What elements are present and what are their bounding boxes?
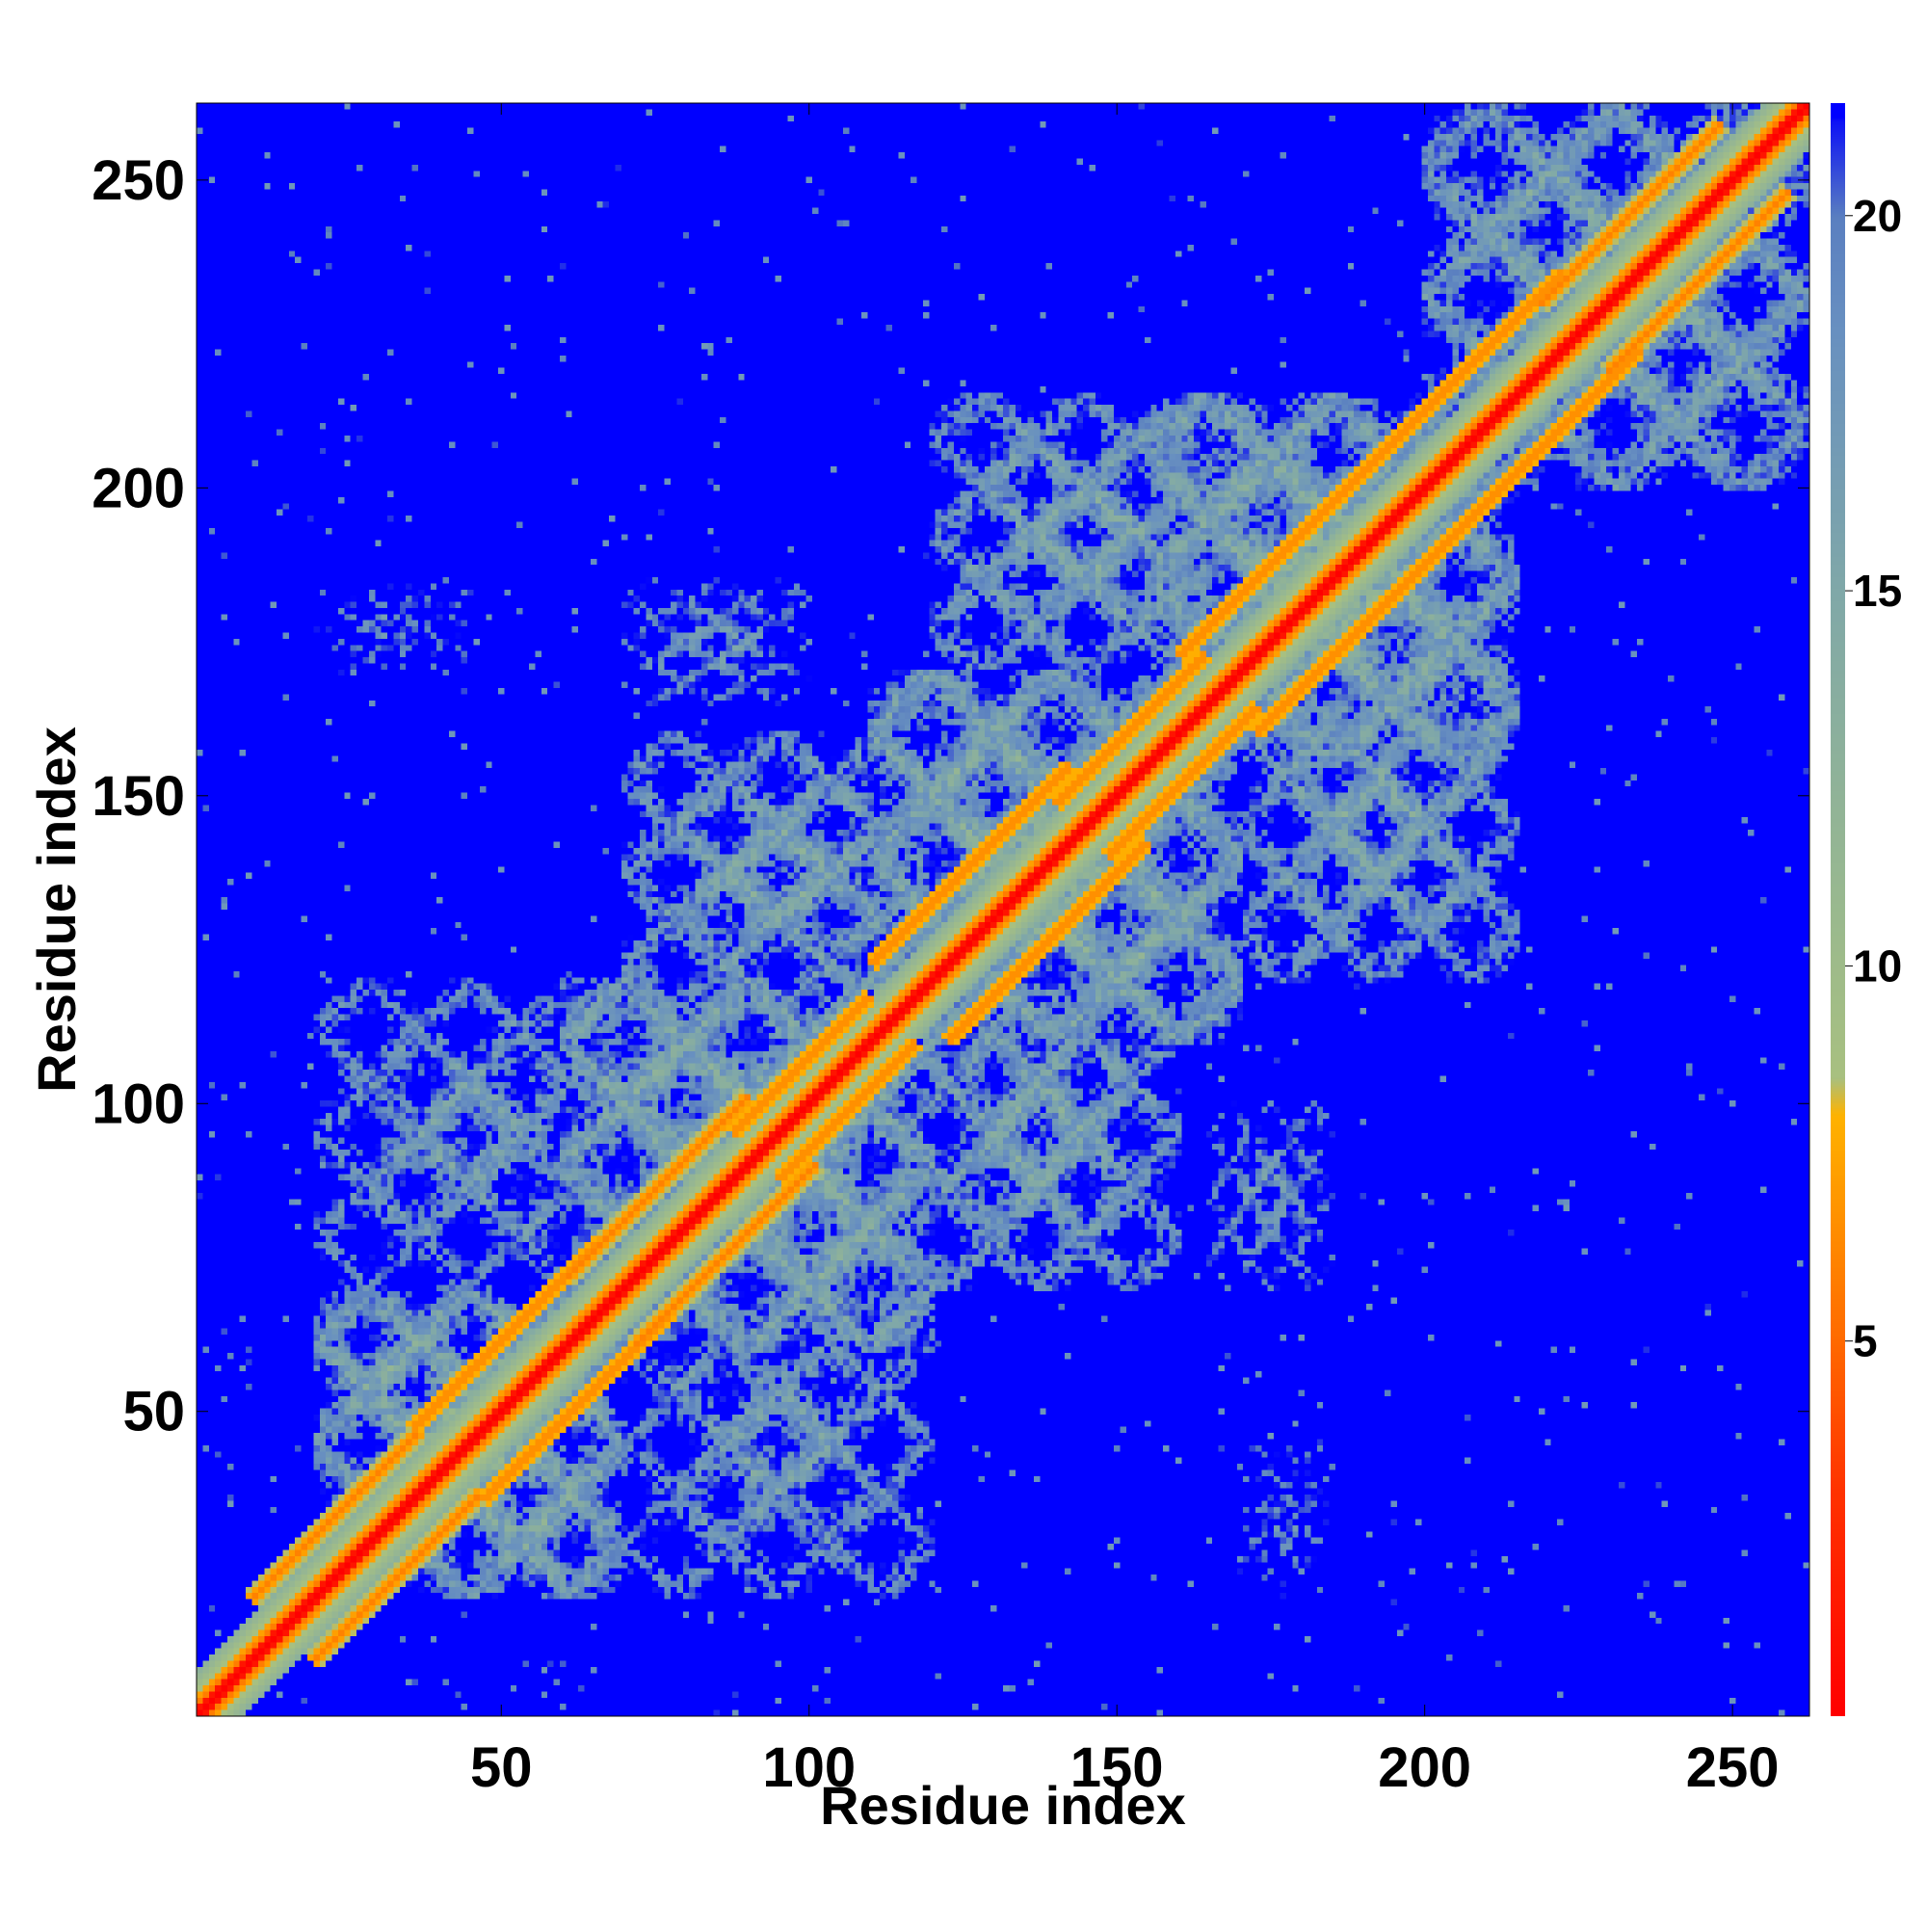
y-tick-label-200: 200	[92, 457, 185, 519]
colorbar-gradient	[1831, 103, 1845, 1716]
y-tick-label-100: 100	[92, 1072, 185, 1135]
y-tick-label-250: 250	[92, 149, 185, 212]
x-tick-label-250: 250	[1686, 1736, 1780, 1799]
x-tick-label-200: 200	[1378, 1736, 1471, 1799]
y-axis-title: Residue index	[26, 727, 87, 1093]
x-tick-label-50: 50	[470, 1736, 533, 1799]
heatmap-plot-area	[197, 103, 1809, 1716]
x-tick-label-100: 100	[762, 1736, 856, 1799]
y-tick-label-150: 150	[92, 765, 185, 828]
colorbar-area	[1831, 103, 1845, 1716]
colorbar-tick-label-10: 10	[1853, 940, 1902, 991]
y-axis-ticks: 50 100 150 200 250	[92, 149, 1809, 1443]
y-tick-label-50: 50	[122, 1381, 185, 1443]
colorbar-tick-label-15: 15	[1853, 566, 1902, 616]
plot-frame	[196, 102, 1810, 1717]
heatmap-cells	[197, 103, 1809, 1716]
x-axis-title: Residue index	[820, 1775, 1186, 1836]
x-axis-ticks: 50 100 150 200 250	[470, 103, 1780, 1799]
colorbar-tick-label-20: 20	[1853, 191, 1902, 241]
colorbar-ticks: 5 10 15 20	[1845, 191, 1902, 1366]
x-tick-label-150: 150	[1070, 1736, 1164, 1799]
colorbar-tick-label-5: 5	[1853, 1316, 1878, 1366]
